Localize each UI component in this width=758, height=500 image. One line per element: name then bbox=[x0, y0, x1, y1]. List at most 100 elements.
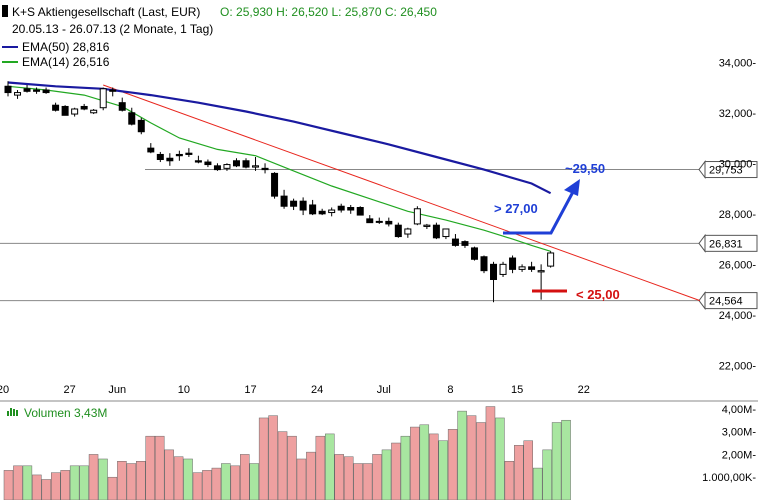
candle-body bbox=[128, 112, 136, 125]
candle-body bbox=[137, 119, 145, 133]
volume-y-tick-label: 1.000,00K- bbox=[702, 472, 756, 484]
symbol-name: K+S Aktiengesellschaft (Last, EUR) bbox=[12, 5, 200, 19]
candle-body bbox=[185, 152, 193, 155]
candle-body bbox=[61, 105, 69, 116]
x-tick-label: Jul bbox=[377, 384, 391, 396]
candle-body bbox=[242, 160, 250, 168]
volume-bar bbox=[476, 422, 486, 500]
volume-bar bbox=[495, 417, 505, 500]
candle-body bbox=[14, 92, 22, 96]
volume-bar bbox=[514, 445, 524, 500]
price-y-tick-label: 22,000- bbox=[719, 360, 757, 372]
volume-bar bbox=[466, 415, 477, 500]
volume-bar bbox=[287, 435, 297, 500]
volume-bar bbox=[117, 461, 127, 500]
candle-body bbox=[80, 105, 88, 110]
x-tick-label: 22 bbox=[578, 384, 590, 396]
candle-body bbox=[528, 266, 536, 270]
volume-bar bbox=[230, 465, 241, 500]
volume-bar bbox=[447, 429, 458, 500]
volume-bar bbox=[523, 440, 533, 500]
volume-bar bbox=[325, 433, 335, 500]
candle-body bbox=[194, 160, 202, 163]
volume-bar bbox=[126, 463, 137, 500]
volume-legend: Volumen 3,43M bbox=[7, 406, 107, 420]
candle-body bbox=[356, 207, 364, 216]
candle-body bbox=[118, 102, 126, 111]
candle-body bbox=[71, 108, 79, 115]
volume-bar bbox=[69, 465, 80, 500]
volume-bar bbox=[438, 440, 448, 500]
volume-bar bbox=[551, 422, 562, 500]
volume-legend-label: Volumen 3,43M bbox=[24, 406, 107, 420]
candle-body bbox=[299, 200, 307, 211]
ema50-legend-label: EMA(50) 28,816 bbox=[22, 40, 110, 54]
volume-bar bbox=[457, 410, 467, 500]
price-legend: K+S Aktiengesellschaft (Last, EUR) O: 25… bbox=[0, 5, 437, 69]
volume-bar bbox=[391, 442, 401, 500]
ema14-legend-label: EMA(14) 26,516 bbox=[22, 55, 110, 69]
candle-body bbox=[309, 204, 317, 215]
candle-body bbox=[175, 153, 183, 157]
volume-legend-bar-4 bbox=[16, 410, 18, 416]
volume-bar bbox=[154, 435, 165, 500]
level-label: 29,753 bbox=[709, 165, 743, 177]
breakout-label: > 27,00 bbox=[494, 201, 538, 216]
level-label-pointer bbox=[698, 291, 706, 311]
candle-body bbox=[290, 200, 298, 207]
level-label-pointer bbox=[698, 160, 706, 180]
candle-body bbox=[394, 224, 402, 238]
target-label: ~29,50 bbox=[565, 161, 605, 176]
candle-body bbox=[499, 263, 507, 275]
level-label-pointer bbox=[698, 233, 706, 253]
volume-bar bbox=[343, 456, 354, 500]
candle-body bbox=[547, 252, 555, 267]
x-tick-label: 15 bbox=[511, 384, 523, 396]
volume-bar bbox=[362, 463, 373, 500]
candle-body bbox=[385, 220, 393, 225]
volume-bar bbox=[485, 406, 496, 500]
candle-body bbox=[442, 228, 450, 238]
candle-body bbox=[375, 220, 383, 223]
volume-bar bbox=[79, 465, 89, 500]
level-label: 24,564 bbox=[709, 296, 743, 308]
candle-body bbox=[328, 209, 336, 214]
volume-y-tick-label: 4,00M- bbox=[722, 404, 757, 416]
volume-bar bbox=[192, 472, 203, 500]
volume-bar bbox=[88, 454, 99, 500]
x-tick-label: 20 bbox=[0, 384, 9, 396]
volume-bar bbox=[419, 424, 430, 500]
volume-bar bbox=[249, 463, 259, 500]
candle-body bbox=[537, 270, 545, 273]
volume-bar bbox=[353, 463, 363, 500]
volume-bar bbox=[542, 449, 552, 500]
volume-y-tick-label: 3,00M- bbox=[722, 427, 757, 439]
candle-body bbox=[99, 88, 107, 109]
volume-bar bbox=[306, 451, 316, 500]
candle-body bbox=[166, 157, 174, 162]
candle-body bbox=[509, 257, 517, 270]
x-tick-label: 10 bbox=[178, 384, 190, 396]
x-tick-label: 24 bbox=[311, 384, 323, 396]
volume-legend-bar-1 bbox=[7, 411, 9, 416]
candle-body bbox=[404, 228, 412, 235]
volume-bar bbox=[315, 435, 326, 500]
candle-body bbox=[451, 238, 459, 246]
volume-bar bbox=[107, 476, 118, 500]
candle-body bbox=[147, 147, 155, 153]
candle-body bbox=[490, 263, 498, 280]
candle-body bbox=[109, 89, 117, 92]
volume-bar bbox=[258, 417, 269, 500]
volume-bar bbox=[183, 458, 193, 500]
x-tick-label: 27 bbox=[64, 384, 76, 396]
volume-bar bbox=[504, 461, 515, 500]
volume-bar bbox=[3, 470, 14, 500]
volume-bar bbox=[561, 419, 571, 500]
candle-body bbox=[413, 208, 421, 225]
volume-bar bbox=[410, 426, 420, 500]
candle-body bbox=[156, 153, 164, 161]
candle-body bbox=[480, 256, 488, 272]
price-y-tick-label: 24,000- bbox=[719, 310, 757, 322]
volume-legend-bar-3 bbox=[13, 409, 15, 416]
